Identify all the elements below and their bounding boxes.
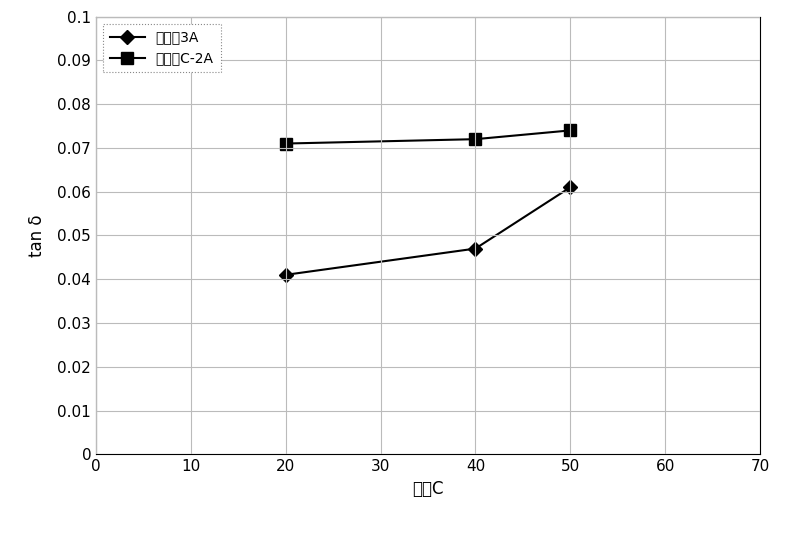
实施例C-2A <box>281 140 290 147</box>
Line: 实施例C-2A: 实施例C-2A <box>280 125 576 149</box>
Legend: 实施例3A, 实施例C-2A: 实施例3A, 实施例C-2A <box>103 24 221 73</box>
Y-axis label: tan δ: tan δ <box>28 214 46 257</box>
实施例3A <box>566 184 575 191</box>
实施例C-2A <box>566 127 575 134</box>
实施例C-2A <box>470 136 480 142</box>
实施例3A <box>470 245 480 252</box>
X-axis label: 温度C: 温度C <box>412 480 444 497</box>
实施例3A <box>281 271 290 278</box>
Line: 实施例3A: 实施例3A <box>281 182 575 280</box>
